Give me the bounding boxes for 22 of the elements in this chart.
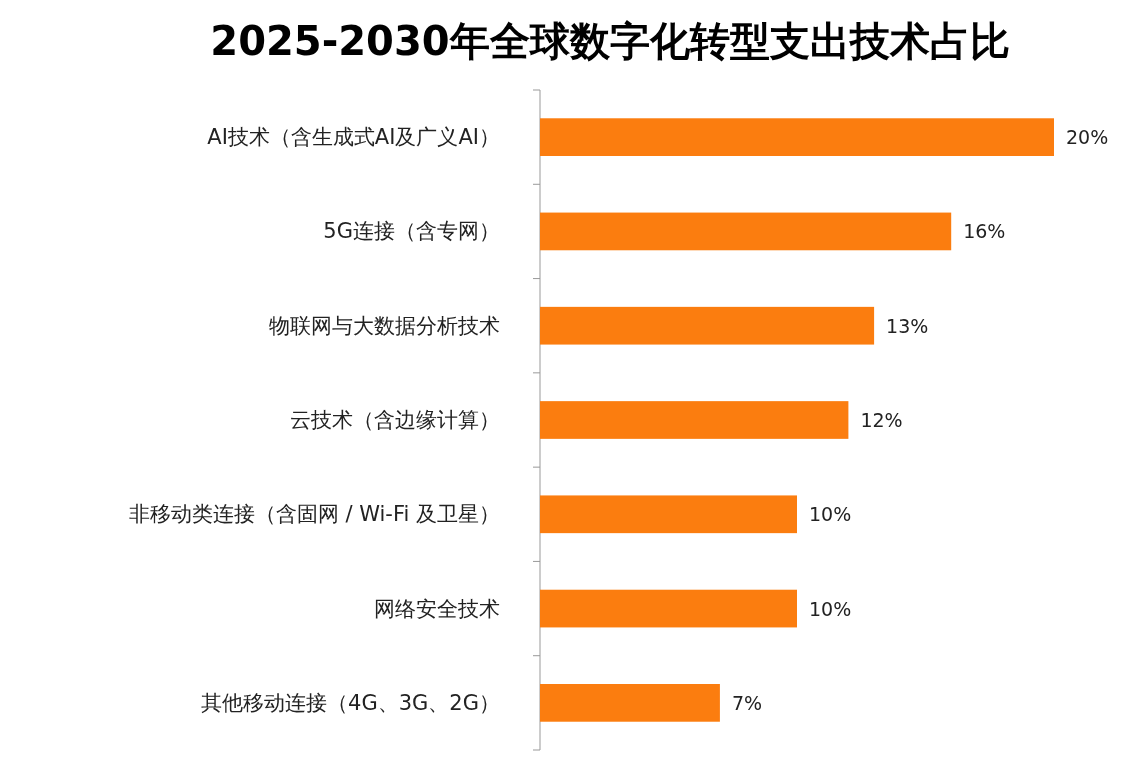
y-tick-label: 5G连接（含专网）: [323, 219, 500, 244]
y-tick-label: AI技术（含生成式AI及广义AI）: [207, 125, 500, 150]
bar: [540, 495, 797, 534]
data-label: 10%: [809, 503, 852, 526]
data-label: 16%: [963, 220, 1006, 243]
bar: [540, 684, 720, 722]
data-label: 12%: [860, 409, 903, 431]
y-tick-label: 云技术（含边缘计算）: [290, 408, 500, 432]
data-label: 13%: [886, 314, 929, 337]
bar: [540, 401, 849, 439]
y-tick-label: 其他移动连接（4G、3G、2G）: [201, 690, 500, 715]
bar: [540, 118, 1054, 156]
bar: [540, 589, 797, 628]
y-tick-label: 物联网与大数据分析技术: [269, 313, 500, 338]
chart-title: 2025-2030年全球数字化转型支出技术占比: [210, 18, 1010, 64]
data-label: 20%: [1066, 126, 1109, 149]
bar: [540, 306, 875, 345]
data-label: 7%: [731, 691, 763, 714]
bar: [540, 212, 952, 251]
data-label: 10%: [809, 597, 852, 620]
y-tick-label: 网络安全技术: [374, 596, 500, 621]
y-tick-label: 非移动类连接（含固网 / Wi-Fi 及卫星）: [128, 502, 500, 527]
